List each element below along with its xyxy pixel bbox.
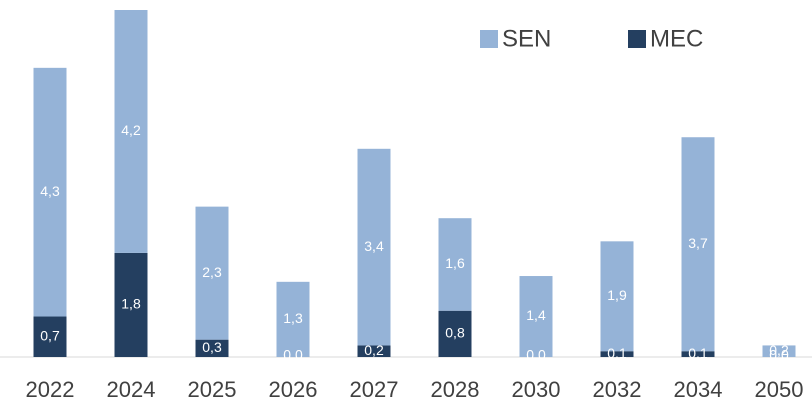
- bar-segment: [114, 252, 148, 357]
- data-label: 0,2: [364, 342, 384, 358]
- data-label: 3,4: [364, 238, 384, 254]
- data-label: 0,7: [40, 327, 60, 343]
- x-tick-label: 2034: [674, 377, 723, 402]
- bar-segment: [681, 137, 715, 352]
- bar-segment: [195, 339, 229, 357]
- x-tick-label: 2030: [512, 377, 561, 402]
- x-tick-label: 2025: [188, 377, 237, 402]
- x-tick-label: 2028: [431, 377, 480, 402]
- bar-segment: [357, 345, 391, 357]
- data-label: 0,1: [607, 345, 627, 361]
- data-label: 0,0: [769, 347, 789, 363]
- data-label: 3,7: [688, 235, 708, 251]
- data-label: 1,4: [526, 307, 546, 323]
- data-label: 1,8: [121, 296, 141, 312]
- x-tick-label: 2026: [269, 377, 318, 402]
- data-label: 0,1: [688, 345, 708, 361]
- data-label: 4,2: [121, 122, 141, 138]
- x-tick-label: 2024: [107, 377, 156, 402]
- bar-segment: [357, 148, 391, 346]
- data-label: 4,3: [40, 183, 60, 199]
- bar-segment: [33, 67, 67, 317]
- bar-segment: [519, 276, 553, 357]
- x-tick-label: 2050: [755, 377, 804, 402]
- legend-swatch: [628, 30, 646, 48]
- data-label: 0,0: [526, 347, 546, 363]
- x-tick-label: 2027: [350, 377, 399, 402]
- x-tick-label: 2032: [593, 377, 642, 402]
- data-label: 1,6: [445, 255, 465, 271]
- legend-swatch: [480, 30, 498, 48]
- data-label: 1,3: [283, 310, 303, 326]
- bar-segment: [114, 10, 148, 253]
- bar-segment: [438, 218, 472, 311]
- data-label: 0,8: [445, 325, 465, 341]
- bar-segment: [600, 351, 634, 357]
- bar-segment: [438, 310, 472, 357]
- bar-segment: [762, 345, 796, 357]
- bar-segment: [276, 281, 310, 357]
- bar-segment: [681, 351, 715, 357]
- legend-label: MEC: [650, 25, 703, 52]
- legend-label: SEN: [502, 25, 551, 52]
- data-label: 0,3: [202, 339, 222, 355]
- data-label: 0,2: [769, 342, 789, 358]
- data-label: 0,0: [283, 347, 303, 363]
- bar-segment: [33, 316, 67, 357]
- bar-segment: [600, 241, 634, 352]
- data-label: 2,3: [202, 264, 222, 280]
- bar-segment: [195, 206, 229, 340]
- data-label: 1,9: [607, 287, 627, 303]
- x-tick-label: 2022: [26, 377, 75, 402]
